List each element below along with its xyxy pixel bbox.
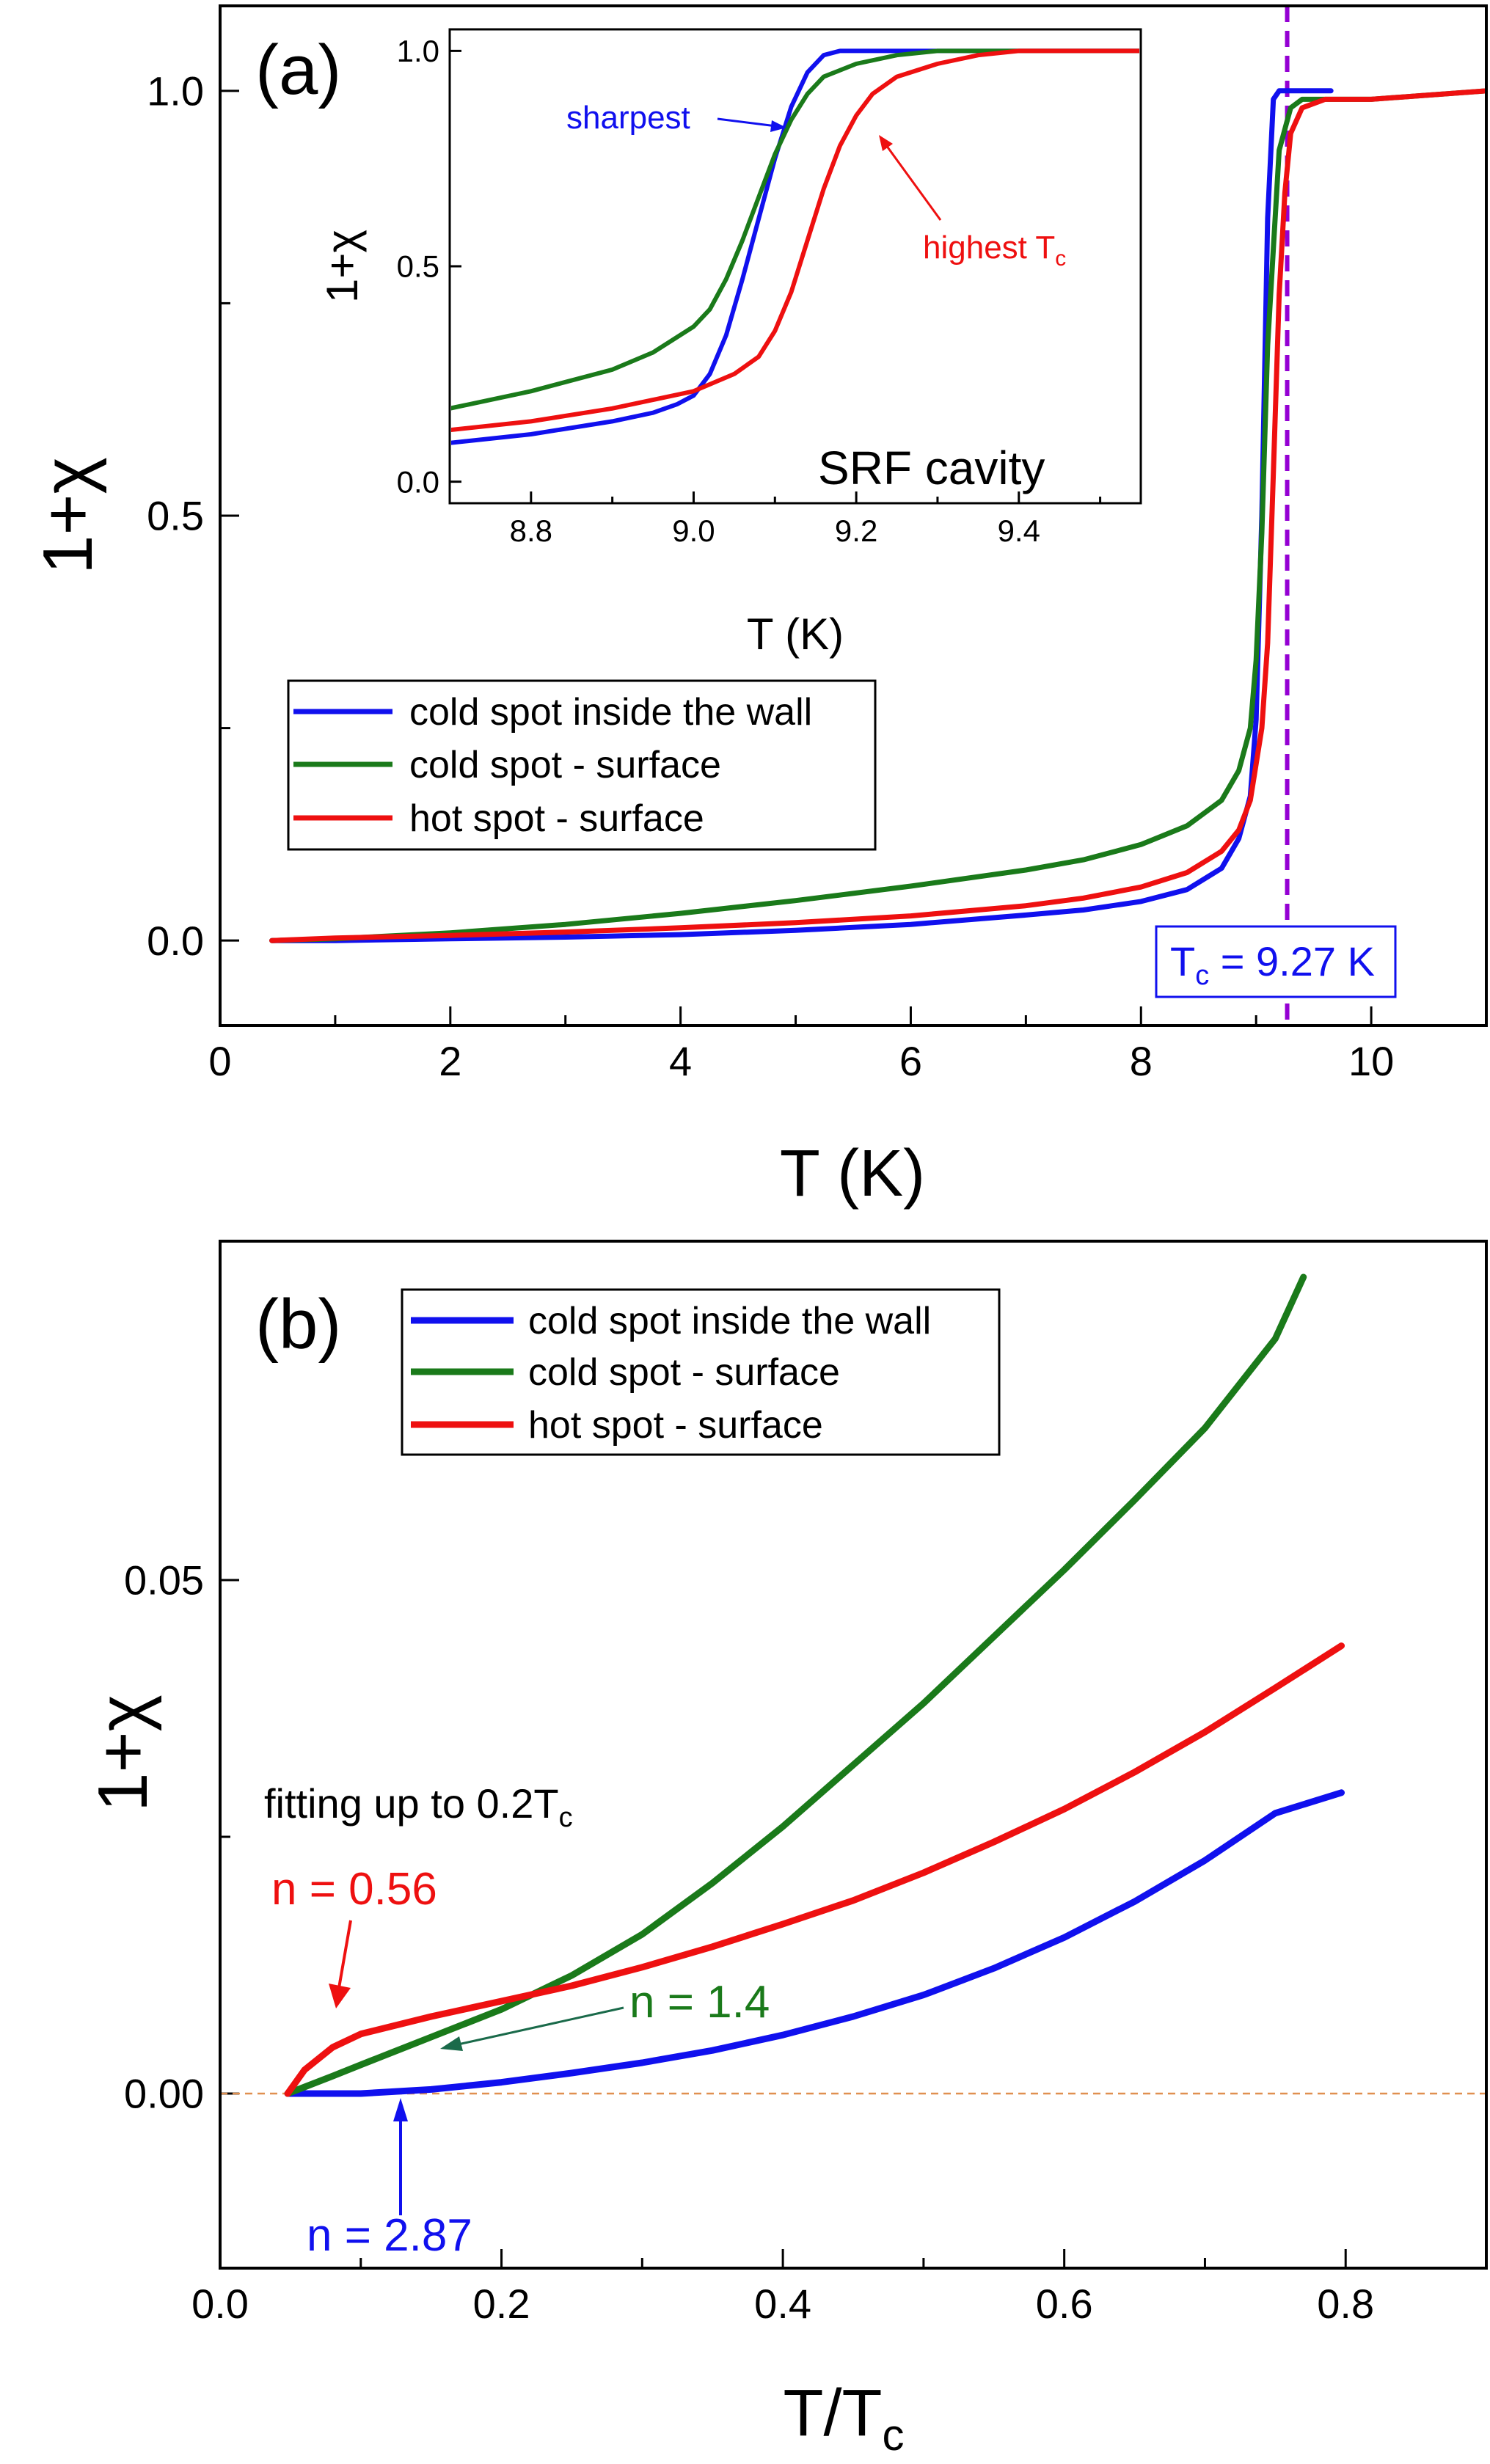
tc-label: Tc = 9.27 K — [1170, 938, 1375, 991]
panel-b-x-tick-label: 0.2 — [473, 2281, 530, 2327]
annotation-n-green: n = 1.4 — [629, 1977, 770, 2028]
panel-a-x-tick-label: 6 — [899, 1038, 922, 1084]
inset-series — [451, 48, 1139, 445]
panel-b-ticks — [219, 1579, 1347, 2268]
inset-x-tick-label: 8.8 — [510, 513, 552, 548]
panel-b-x-tick-label: 0.0 — [191, 2281, 249, 2327]
legend-a-label: hot spot - surface — [409, 797, 704, 840]
legend-b-label: cold spot - surface — [528, 1351, 840, 1394]
panel-b-x-tick-label: 0.4 — [754, 2281, 811, 2327]
panel-a-series — [269, 88, 1485, 943]
panel-a-ticks — [219, 89, 1373, 1026]
inset-series-line-red — [451, 48, 1139, 433]
panel-a-x-tick-label: 8 — [1130, 1038, 1153, 1084]
inset-series-line-green — [451, 48, 1139, 411]
panel-b-series-line-blue — [284, 1789, 1345, 2097]
panel-a-series-line-green — [269, 88, 1485, 943]
legend-a-item: hot spot - surface — [293, 797, 704, 840]
panel-b: 0.0 0.2 0.4 0.6 0.8 0.00 0.05 (b) T/Tc 1+χ col… — [84, 1240, 1488, 2460]
annotation-n-blue: n = 2.87 — [307, 2210, 472, 2261]
inset-tick-labels: 8.8 9.0 9.2 9.4 0.0 0.5 1.0 — [397, 34, 1040, 548]
panel-b-tick-labels: 0.0 0.2 0.4 0.6 0.8 0.00 0.05 — [124, 1557, 1374, 2327]
panel-a-y-tick-label: 0.5 — [147, 493, 204, 539]
panel-b-y-tick-label: 0.05 — [124, 1557, 204, 1604]
annotation-highest-tc: highest Tc — [923, 230, 1066, 271]
panel-a-tick-labels: 0 2 4 6 8 10 0.0 0.5 1.0 — [147, 67, 1394, 1084]
panel-b-series-line-green — [284, 1273, 1307, 2097]
panel-a-y-tick-label: 1.0 — [147, 67, 204, 114]
panel-a-x-tick-label: 0 — [208, 1038, 231, 1084]
tc-label-box: Tc = 9.27 K — [1155, 925, 1397, 998]
arrow-sharpest — [717, 117, 786, 132]
inset-chart: 8.8 9.0 9.2 9.4 0.0 0.5 1.0 SRF cavity T (K) 1… — [318, 28, 1142, 659]
arrow-n-blue — [393, 2098, 408, 2215]
legend-b-item: hot spot - surface — [411, 1404, 823, 1447]
panel-b-x-tick-label: 0.6 — [1036, 2281, 1093, 2327]
legend-a-label: cold spot inside the wall — [409, 691, 812, 734]
panel-a-x-tick-label: 4 — [669, 1038, 692, 1084]
inset-ylabel: 1+χ — [318, 230, 367, 303]
inset-x-tick-label: 9.4 — [998, 513, 1040, 548]
panel-a-x-tick-label: 2 — [439, 1038, 461, 1084]
inset-series-line-blue — [451, 48, 1139, 445]
legend-b: cold spot inside the wall cold spot - su… — [401, 1288, 1001, 1456]
panel-a-xlabel: T (K) — [780, 1137, 925, 1210]
panel-b-x-tick-label: 0.8 — [1317, 2281, 1374, 2327]
legend-b-item: cold spot inside the wall — [411, 1300, 931, 1342]
panel-a-series-line-red — [269, 88, 1485, 943]
inset-ticks — [448, 49, 1102, 503]
arrow-n-red — [329, 1920, 352, 2008]
panel-b-ylabel: 1+χ — [84, 1695, 162, 1812]
annotation-fitting: fitting up to 0.2Tc — [264, 1780, 573, 1833]
inset-y-tick-label: 0.0 — [397, 464, 439, 499]
inset-y-tick-label: 1.0 — [397, 34, 439, 68]
inset-x-tick-label: 9.0 — [672, 513, 715, 548]
panel-b-xlabel: T/Tc — [784, 2377, 905, 2460]
panel-a-series-line-blue — [269, 88, 1334, 943]
panel-b-frame — [219, 1240, 1488, 2270]
inset-y-tick-label: 0.5 — [397, 249, 439, 284]
legend-a: cold spot inside the wall cold spot - su… — [287, 679, 877, 851]
panel-a-ylabel: 1+χ — [29, 457, 107, 574]
annotation-n-red: n = 0.56 — [271, 1864, 437, 1915]
legend-a-item: cold spot - surface — [293, 744, 721, 786]
panel-a: 0 2 4 6 8 10 0.0 0.5 1.0 (a) T (K) 1+χ Tc = 9.27… — [29, 4, 1488, 1210]
arrow-highest-tc — [879, 135, 942, 221]
panel-b-series — [284, 1273, 1345, 2097]
inset-title: SRF cavity — [818, 442, 1045, 494]
inset-xlabel: T (K) — [747, 610, 844, 659]
legend-b-label: hot spot - surface — [528, 1404, 823, 1447]
panel-b-y-tick-label: 0.00 — [124, 2071, 204, 2117]
arrow-n-green — [440, 2006, 624, 2051]
panel-b-label: (b) — [255, 1285, 341, 1364]
legend-b-item: cold spot - surface — [411, 1351, 840, 1394]
legend-b-label: cold spot inside the wall — [528, 1300, 931, 1342]
panel-b-series-line-red — [284, 1642, 1345, 2097]
legend-a-item: cold spot inside the wall — [293, 691, 812, 734]
panel-a-x-tick-label: 10 — [1348, 1038, 1394, 1084]
legend-a-label: cold spot - surface — [409, 744, 721, 786]
annotation-sharpest: sharpest — [566, 100, 690, 136]
inset-frame — [448, 28, 1142, 505]
panel-a-y-tick-label: 0.0 — [147, 918, 204, 964]
inset-x-tick-label: 9.2 — [835, 513, 877, 548]
panel-a-label: (a) — [255, 31, 341, 109]
